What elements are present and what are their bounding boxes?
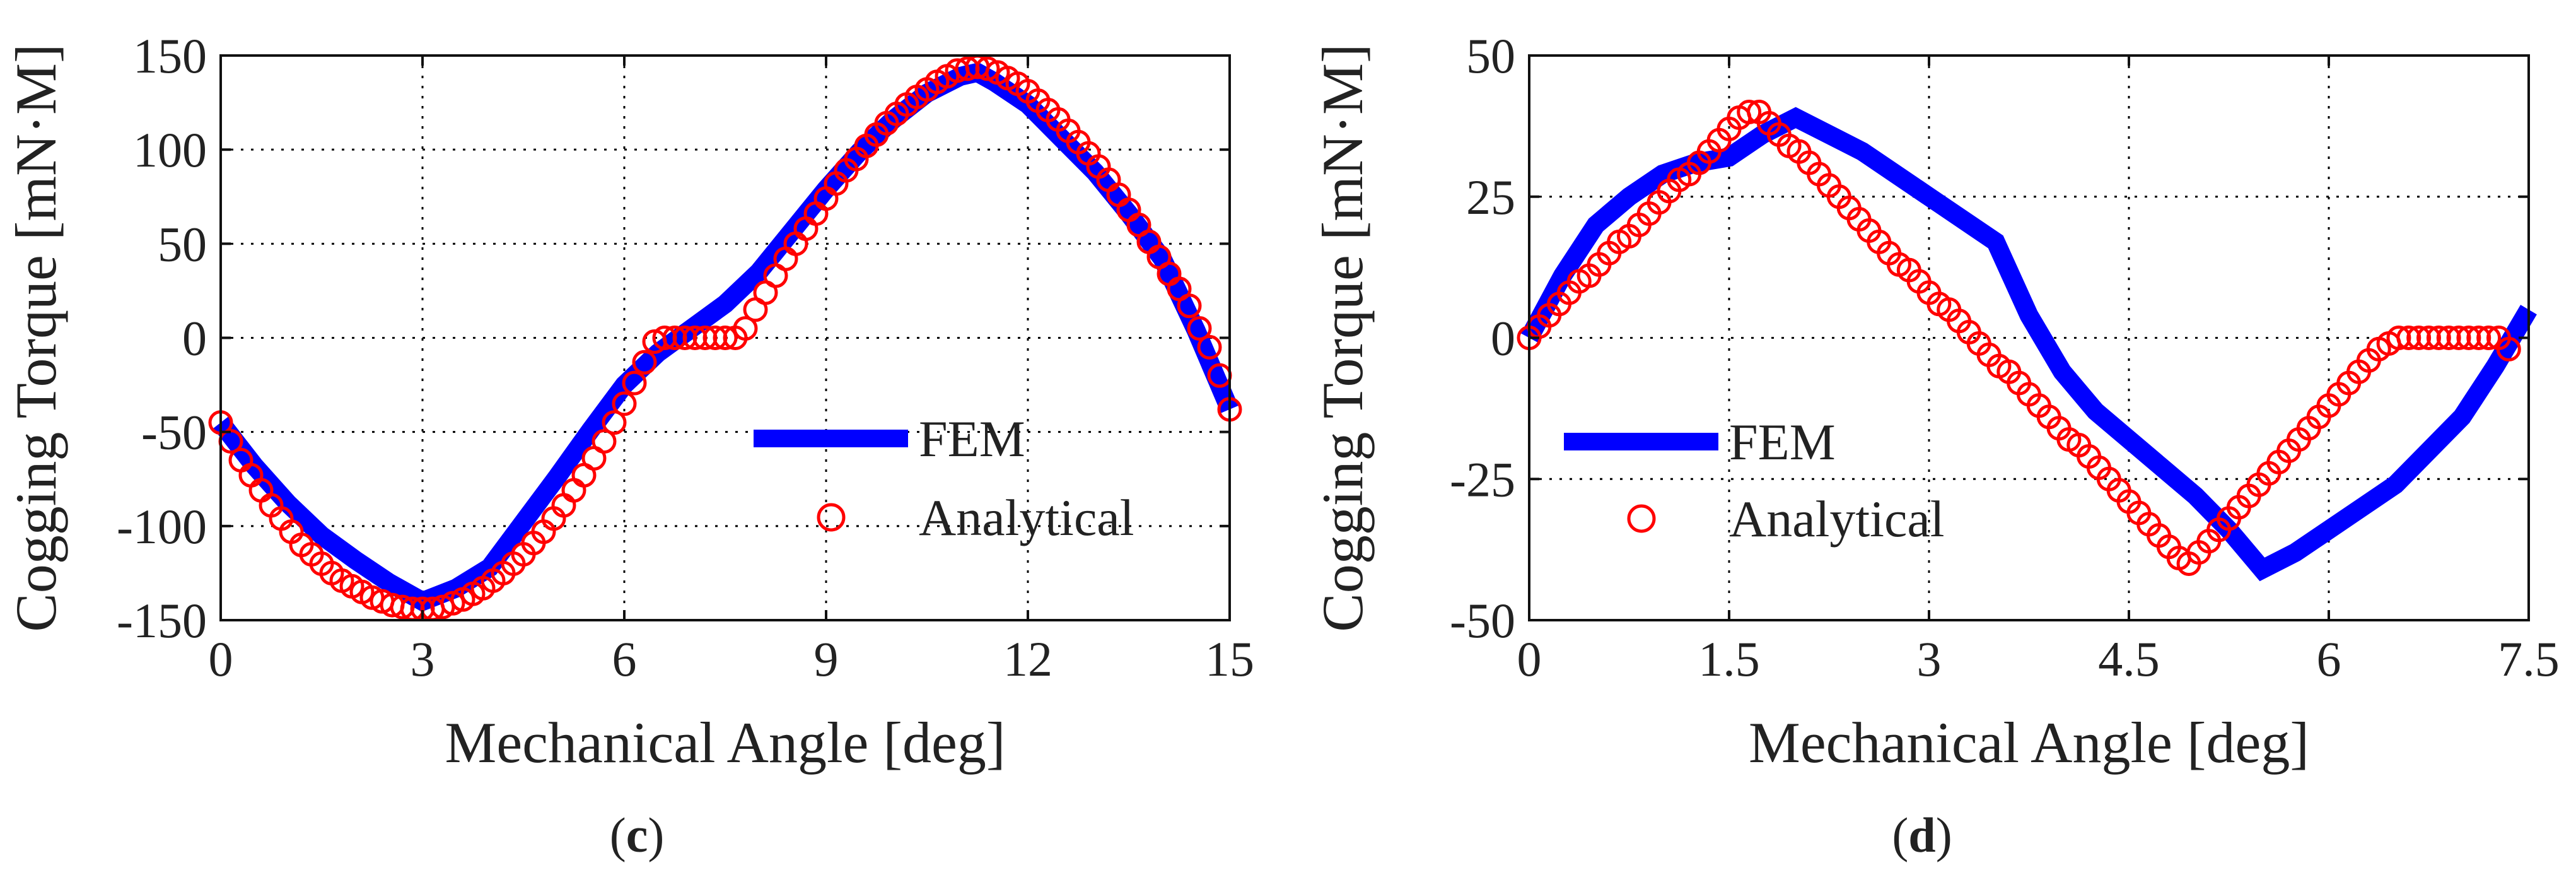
x-tick-label: 3 xyxy=(1917,632,1942,686)
legend-swatch-analytical xyxy=(1627,504,1656,533)
data-point xyxy=(632,350,657,375)
data-point xyxy=(2476,326,2502,350)
series-markers-analytical xyxy=(208,54,1242,621)
y-tick-label: -150 xyxy=(117,593,207,648)
x-tick-label: 15 xyxy=(1205,632,1254,686)
series-markers-analytical xyxy=(1517,100,2521,576)
y-tick-label: 50 xyxy=(1466,28,1515,83)
legend: FEM Analytical xyxy=(754,410,1134,546)
series-line-fem xyxy=(213,62,1238,612)
data-point xyxy=(561,478,586,503)
data-point xyxy=(602,410,627,435)
data-point xyxy=(1187,316,1212,341)
data-point xyxy=(1197,334,1222,360)
chart-panel-c: 0 3 6 9 12 15 -150 -100 -50 0 50 100 150 Mechanical A… xyxy=(4,28,1254,862)
x-tick-label: 0 xyxy=(1517,632,1542,686)
legend-label-analytical: Analytical xyxy=(919,489,1134,546)
legend-label-analytical: Analytical xyxy=(1729,490,1945,548)
y-tick-label: 150 xyxy=(133,28,207,83)
x-tick-label: 0 xyxy=(209,632,233,686)
x-axis-label: Mechanical Angle [deg] xyxy=(445,710,1006,775)
x-tick-label: 6 xyxy=(612,632,637,686)
data-point xyxy=(622,370,647,396)
x-tick-label: 7.5 xyxy=(2498,632,2560,686)
x-tick-label: 12 xyxy=(1003,632,1052,686)
legend: FEM Analytical xyxy=(1564,413,1945,548)
panel-label-c: (c) xyxy=(610,808,665,862)
y-tick-label: -50 xyxy=(1450,593,1515,648)
x-axis-label: Mechanical Angle [deg] xyxy=(1749,710,2309,775)
data-point xyxy=(592,429,617,454)
data-point xyxy=(1177,293,1202,319)
data-point xyxy=(733,316,758,341)
x-tick-label: 3 xyxy=(411,632,435,686)
x-tick-label: 9 xyxy=(814,632,839,686)
x-tick-label: 1.5 xyxy=(1698,632,1760,686)
panel-label-d: (d) xyxy=(1892,808,1952,862)
data-point xyxy=(612,391,637,416)
y-tick-label: -100 xyxy=(117,499,207,554)
x-tick-label: 4.5 xyxy=(2098,632,2160,686)
data-point xyxy=(2496,336,2521,362)
legend-label-fem: FEM xyxy=(919,410,1025,467)
y-tick-label: 25 xyxy=(1466,170,1515,225)
y-tick-label: 100 xyxy=(133,122,207,177)
chart-panel-d: 0 1.5 3 4.5 6 7.5 -50 -25 0 25 50 Mechanical Angle … xyxy=(1310,28,2560,862)
y-tick-label: -25 xyxy=(1450,452,1515,507)
legend-swatch-analytical xyxy=(817,503,846,532)
y-axis-label: Cogging Torque [mN·M] xyxy=(1310,44,1375,632)
y-tick-label: 0 xyxy=(1491,311,1515,366)
data-point xyxy=(713,326,738,350)
data-point xyxy=(1737,100,1762,124)
x-tick-label: 6 xyxy=(2317,632,2341,686)
y-tick-label: 0 xyxy=(182,311,207,366)
y-axis-label: Cogging Torque [mN·M] xyxy=(4,44,68,632)
y-tick-label: 50 xyxy=(158,216,207,271)
legend-label-fem: FEM xyxy=(1729,413,1836,471)
y-tick-label: -50 xyxy=(141,405,207,460)
